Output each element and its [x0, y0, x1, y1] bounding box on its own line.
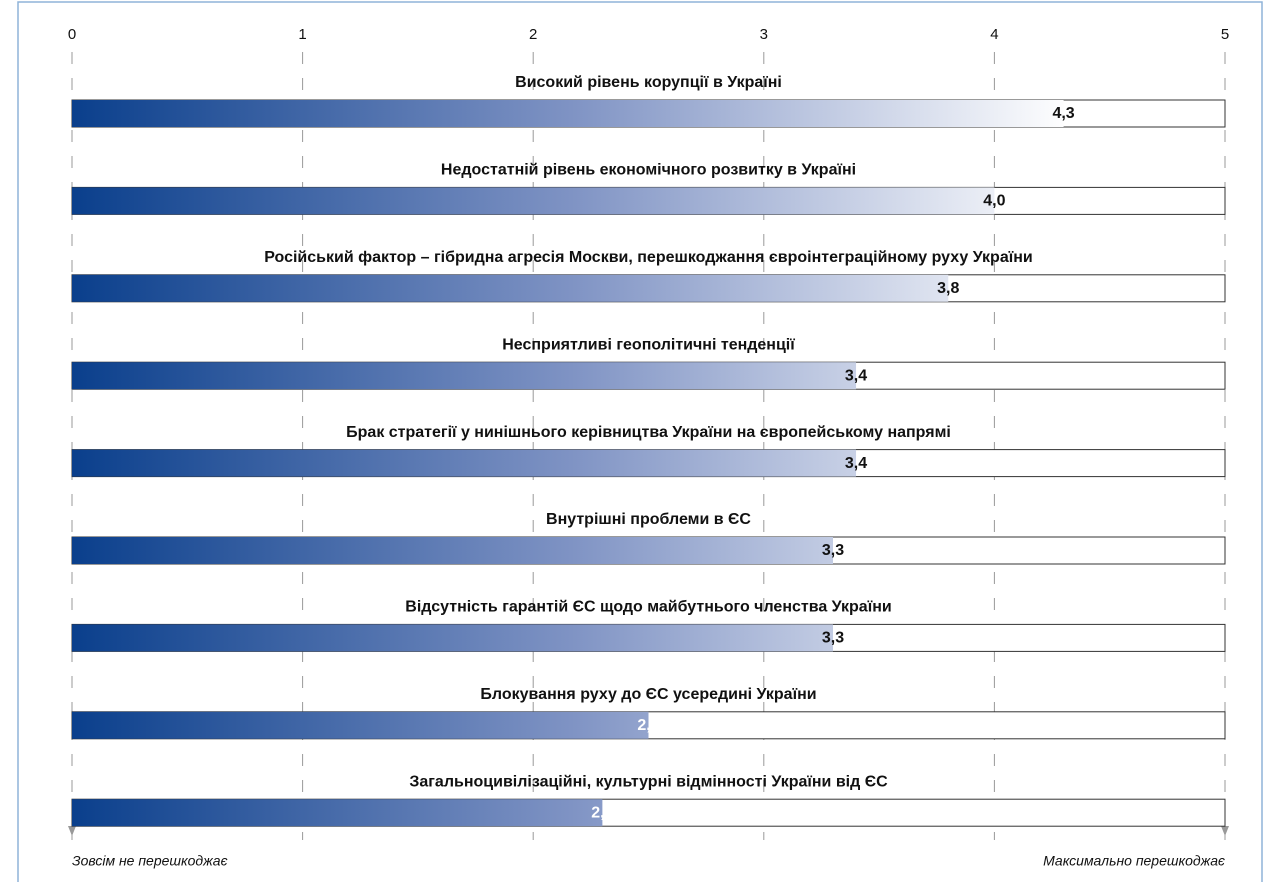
bar	[72, 274, 949, 302]
category-label: Російський фактор – гібридна агресія Мос…	[264, 249, 1032, 266]
bar	[72, 711, 649, 739]
category-label: Загальноцивілізаційні, культурні відмінн…	[409, 773, 888, 790]
x-tick-label: 4	[990, 26, 998, 43]
x-tick-label: 1	[298, 26, 306, 43]
value-label: 4,3	[1052, 105, 1074, 122]
arrow	[68, 826, 76, 836]
value-label: 2,3	[591, 804, 613, 821]
bar	[72, 362, 857, 390]
bar	[72, 537, 833, 564]
bar	[72, 799, 603, 827]
x-tick-label: 5	[1221, 26, 1229, 43]
bar	[72, 100, 1064, 127]
value-label: 3,4	[845, 455, 867, 472]
x-tick-label: 2	[529, 26, 537, 43]
x-tick-label: 3	[760, 26, 768, 43]
frame	[17, 1, 1263, 882]
bar	[72, 449, 857, 477]
x-tick-label: 0	[68, 26, 76, 43]
value-label: 2,5	[637, 717, 659, 734]
value-label: 3,4	[845, 367, 867, 384]
left-annotation: Зовсім не перешкоджає	[72, 853, 228, 869]
category-label: Несприятливі геополітичні тенденції	[502, 336, 795, 353]
category-label: Брак стратегії у нинішнього керівництва …	[346, 424, 951, 441]
category-label: Відсутність гарантій ЄС щодо майбутнього…	[405, 599, 891, 616]
bar	[72, 187, 995, 215]
category-label: Внутрішні проблеми в ЄС	[546, 511, 751, 528]
value-label: 3,3	[822, 542, 844, 559]
category-label: Високий рівень корупції в Україні	[515, 74, 782, 91]
value-label: 3,3	[822, 630, 844, 647]
category-label: Недостатній рівень економічного розвитку…	[441, 162, 856, 179]
value-label: 4,0	[983, 193, 1005, 210]
arrow	[1221, 826, 1229, 836]
category-label: Блокування руху до ЄС усередині України	[480, 686, 816, 703]
bar	[72, 624, 833, 652]
right-annotation: Максимально перешкоджає	[1043, 853, 1225, 869]
value-label: 3,8	[937, 280, 959, 297]
